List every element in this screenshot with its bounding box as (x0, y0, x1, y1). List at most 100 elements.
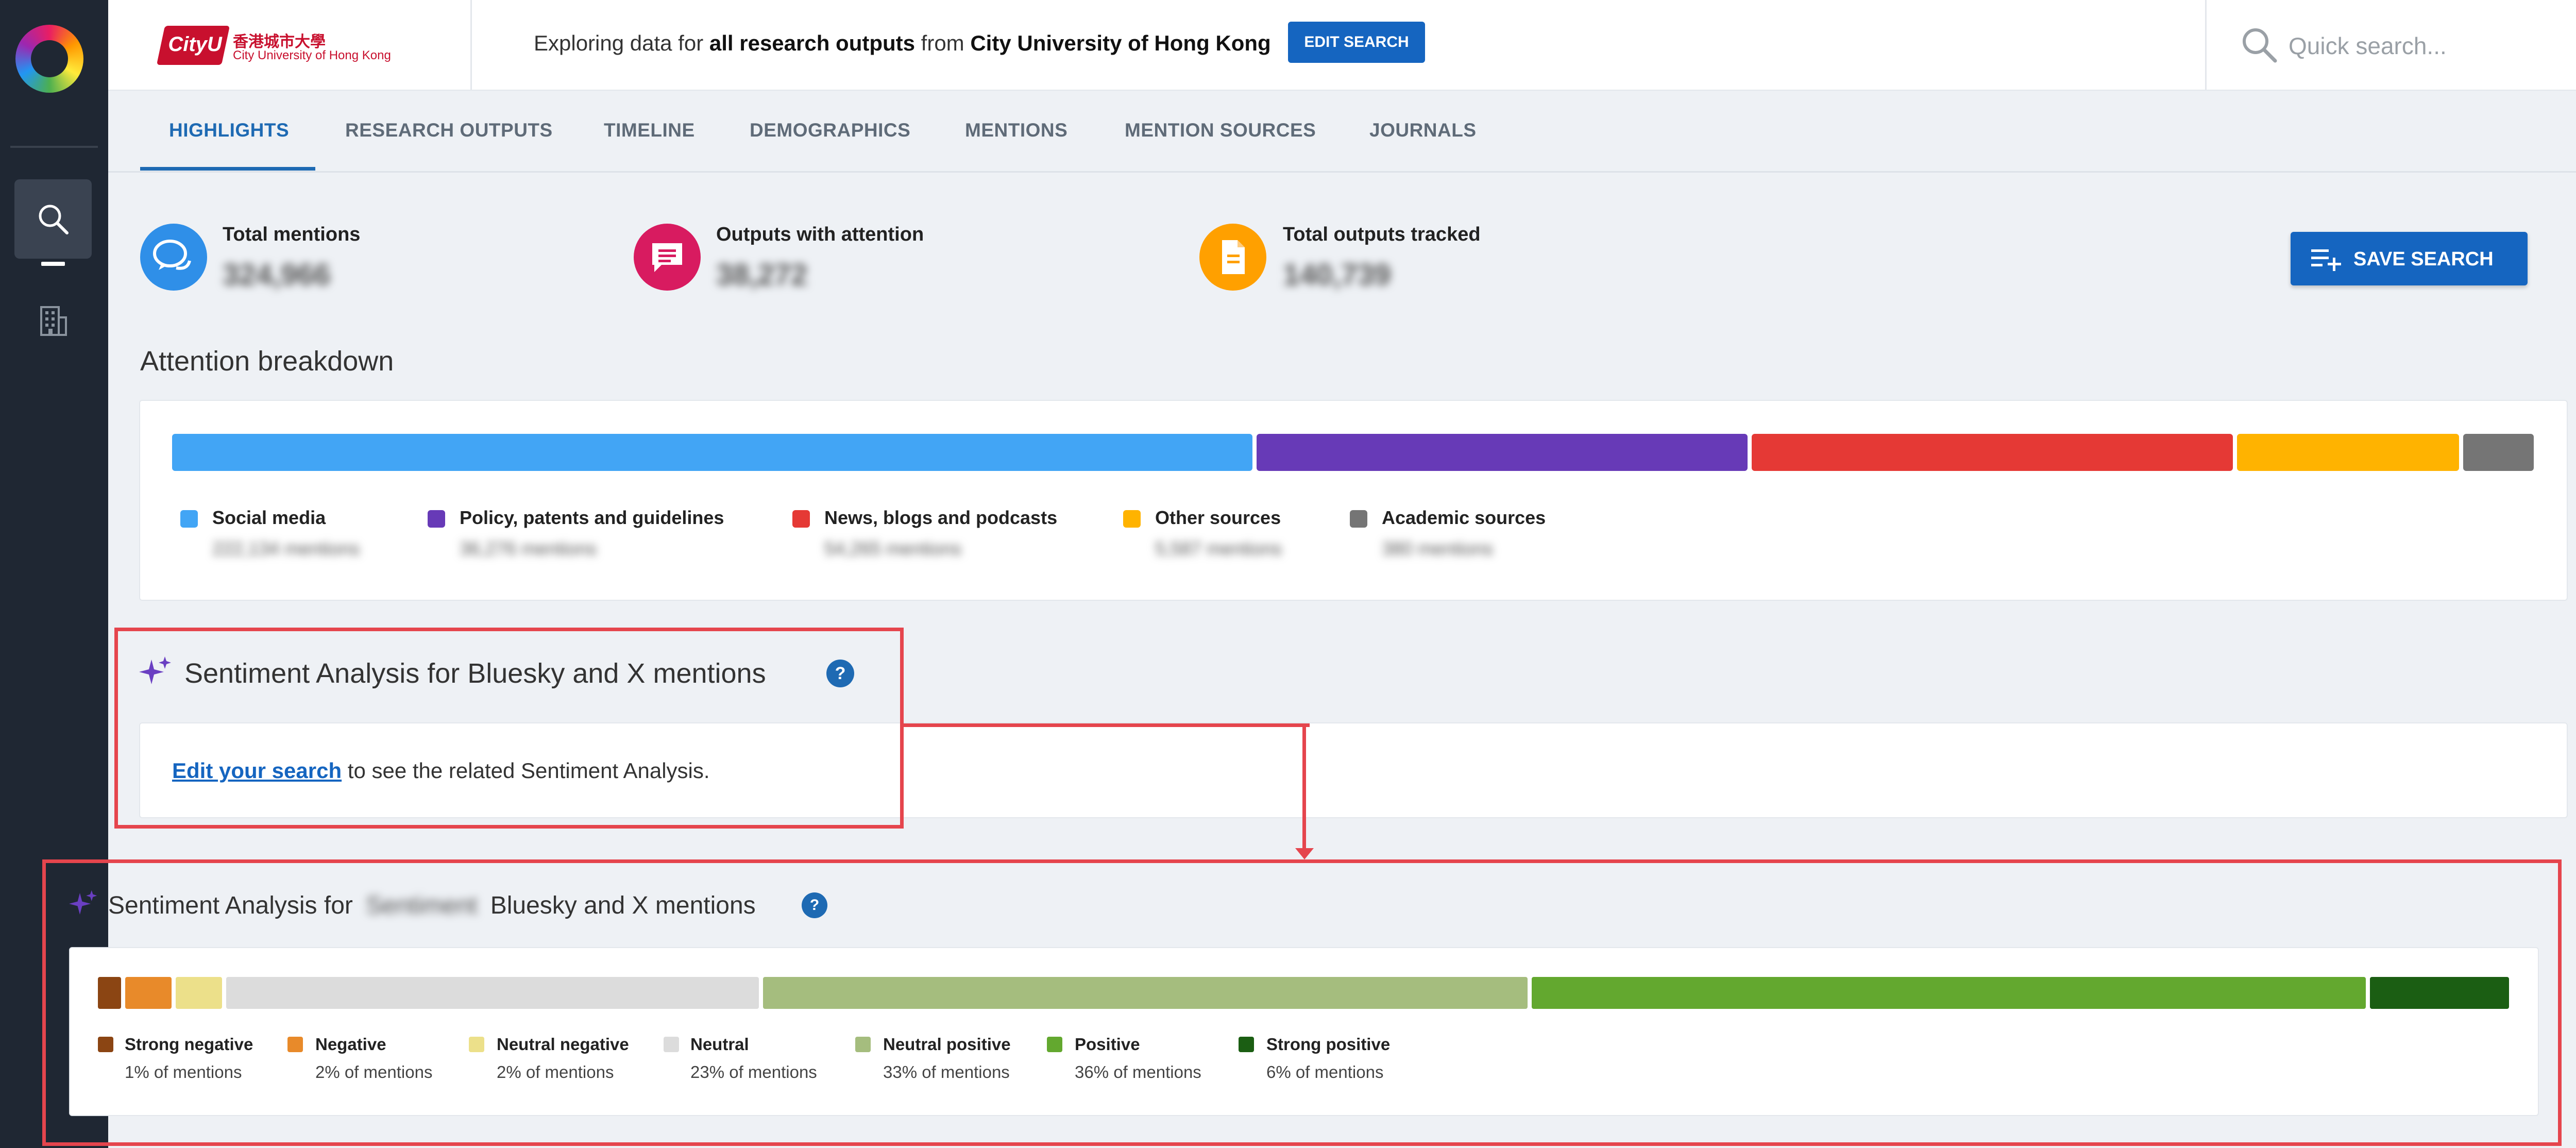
tab-mentions[interactable]: MENTIONS (965, 120, 1068, 141)
sentiment-title-blurred: Sentiment (366, 892, 478, 919)
quick-search-icon (2243, 28, 2277, 63)
legend-swatch-academic (1350, 510, 1367, 528)
sentiment-swatch-neutral-negative (469, 1037, 484, 1052)
highlight-box-top (114, 628, 904, 829)
sentiment-share-strong-negative: 1% of mentions (125, 1062, 242, 1082)
tab-highlights[interactable]: HIGHLIGHTS (169, 120, 290, 141)
rail-divider (10, 146, 98, 148)
attention-segment-news-blogs-and-podcasts[interactable] (1751, 434, 2233, 471)
explore-mid: from (915, 31, 971, 55)
sentiment-share-neutral-positive: 33% of mentions (883, 1062, 1010, 1082)
tab-bar (108, 91, 2576, 173)
stat-value-tracked: 140,739 (1283, 258, 1391, 292)
cityu-logo[interactable]: CityU (156, 26, 230, 65)
header-divider (470, 0, 472, 90)
sentiment-segment-negative[interactable] (125, 977, 172, 1009)
legend-swatch-policy (428, 510, 445, 528)
stat-icon-bg-tracked (1199, 224, 1266, 291)
edit-your-search-link[interactable]: Edit your search (172, 758, 342, 783)
sentiment-swatch-strong-negative (98, 1037, 113, 1052)
sparkle-icon (139, 656, 171, 684)
sentiment-label-positive: Positive (1075, 1035, 1140, 1054)
sentiment-label-strong-positive: Strong positive (1266, 1035, 1391, 1054)
explore-scope: all research outputs (709, 31, 915, 55)
sentiment-segment-strong-positive[interactable] (2370, 977, 2509, 1009)
stat-value-mentions: 324,966 (223, 258, 331, 292)
legend-count-social: 222,134 mentions (212, 538, 360, 559)
sentiment-title-bottom: Sentiment Analysis for Sentiment Bluesky… (108, 891, 756, 920)
tab-research-outputs[interactable]: RESEARCH OUTPUTS (345, 120, 553, 141)
legend-label-academic: Academic sources (1382, 507, 1546, 528)
sentiment-swatch-strong-positive (1239, 1037, 1254, 1052)
legend-label-other: Other sources (1155, 507, 1281, 528)
tab-mention-sources[interactable]: MENTION SOURCES (1125, 120, 1316, 141)
sentiment-segment-positive[interactable] (1532, 977, 2366, 1009)
exploring-text: Exploring data for all research outputs … (534, 31, 1271, 56)
sentiment-title-top: Sentiment Analysis for Bluesky and X men… (184, 658, 766, 689)
attention-breakdown-card (139, 400, 2568, 601)
rail-search-button[interactable] (14, 179, 92, 259)
sentiment-segment-neutral[interactable] (226, 977, 759, 1009)
playlist-add-icon (2311, 249, 2341, 271)
explore-prefix: Exploring data for (534, 31, 709, 55)
tab-timeline[interactable]: TIMELINE (604, 120, 695, 141)
sentiment-label-neutral: Neutral (690, 1035, 749, 1054)
building-icon[interactable] (36, 304, 70, 338)
sentiment-swatch-positive (1047, 1037, 1062, 1052)
legend-count-news: 54,265 mentions (824, 538, 962, 559)
header-divider-right (2205, 0, 2207, 90)
university-english-name: City University of Hong Kong (233, 48, 391, 62)
connector-arrow-icon (1295, 848, 1314, 859)
legend-swatch-other (1123, 510, 1141, 528)
help-icon[interactable]: ? (826, 660, 854, 687)
attention-segment-policy-patents-and-guidelines[interactable] (1257, 434, 1748, 471)
attention-segment-other-sources[interactable] (2237, 434, 2459, 471)
sentiment-edit-card (139, 722, 2568, 818)
message-icon (634, 224, 701, 291)
sentiment-swatch-neutral (664, 1037, 679, 1052)
highlight-box-bottom (42, 859, 2562, 1146)
stat-icon-bg-mentions (140, 224, 207, 291)
sentiment-segment-neutral-negative[interactable] (175, 977, 222, 1009)
sentiment-edit-rest: to see the related Sentiment Analysis. (342, 758, 710, 783)
attention-segment-social-media[interactable] (172, 434, 1253, 471)
sentiment-swatch-neutral-positive (855, 1037, 871, 1052)
stat-value-outputs: 38,272 (716, 258, 808, 292)
legend-count-academic: 380 mentions (1382, 538, 1494, 559)
attention-breakdown-title: Attention breakdown (140, 346, 394, 377)
sentiment-share-neutral-negative: 2% of mentions (497, 1062, 614, 1082)
search-icon (39, 205, 69, 234)
app-logo-icon[interactable] (15, 25, 83, 93)
connector-vertical (1302, 723, 1306, 850)
attention-segment-academic-sources[interactable] (2463, 434, 2534, 471)
left-rail (0, 0, 108, 1148)
tab-demographics[interactable]: DEMOGRAPHICS (750, 120, 911, 141)
legend-count-policy: 36,276 mentions (460, 538, 597, 559)
legend-label-policy: Policy, patents and guidelines (460, 507, 724, 528)
sentiment-share-negative: 2% of mentions (315, 1062, 433, 1082)
cityu-logo-text: CityU (168, 33, 222, 56)
legend-swatch-social (180, 510, 198, 528)
active-indicator (41, 262, 65, 266)
stat-label-mentions: Total mentions (223, 224, 361, 245)
sentiment-label-strong-negative: Strong negative (125, 1035, 253, 1054)
help-icon-bottom[interactable]: ? (802, 892, 827, 918)
stat-icon-bg-outputs (634, 224, 701, 291)
sentiment-label-negative: Negative (315, 1035, 386, 1054)
stat-label-tracked: Total outputs tracked (1283, 224, 1481, 245)
legend-swatch-news (792, 510, 810, 528)
quick-search-input[interactable] (2287, 26, 2576, 66)
sentiment-edit-text: Edit your search to see the related Sent… (172, 758, 710, 783)
tab-journals[interactable]: JOURNALS (1369, 120, 1477, 141)
sentiment-title-prefix: Sentiment Analysis for (108, 892, 353, 919)
connector-horizontal (902, 723, 1310, 727)
save-search-button[interactable]: SAVE SEARCH (2291, 232, 2528, 285)
sentiment-segment-neutral-positive[interactable] (763, 977, 1528, 1009)
sentiment-label-neutral-positive: Neutral positive (883, 1035, 1011, 1054)
sentiment-share-neutral: 23% of mentions (690, 1062, 817, 1082)
sentiment-segment-strong-negative[interactable] (98, 977, 121, 1009)
sentiment-share-strong-positive: 6% of mentions (1266, 1062, 1384, 1082)
edit-search-button[interactable]: EDIT SEARCH (1288, 22, 1425, 63)
explore-institution: City University of Hong Kong (970, 31, 1271, 55)
sentiment-share-positive: 36% of mentions (1075, 1062, 1201, 1082)
